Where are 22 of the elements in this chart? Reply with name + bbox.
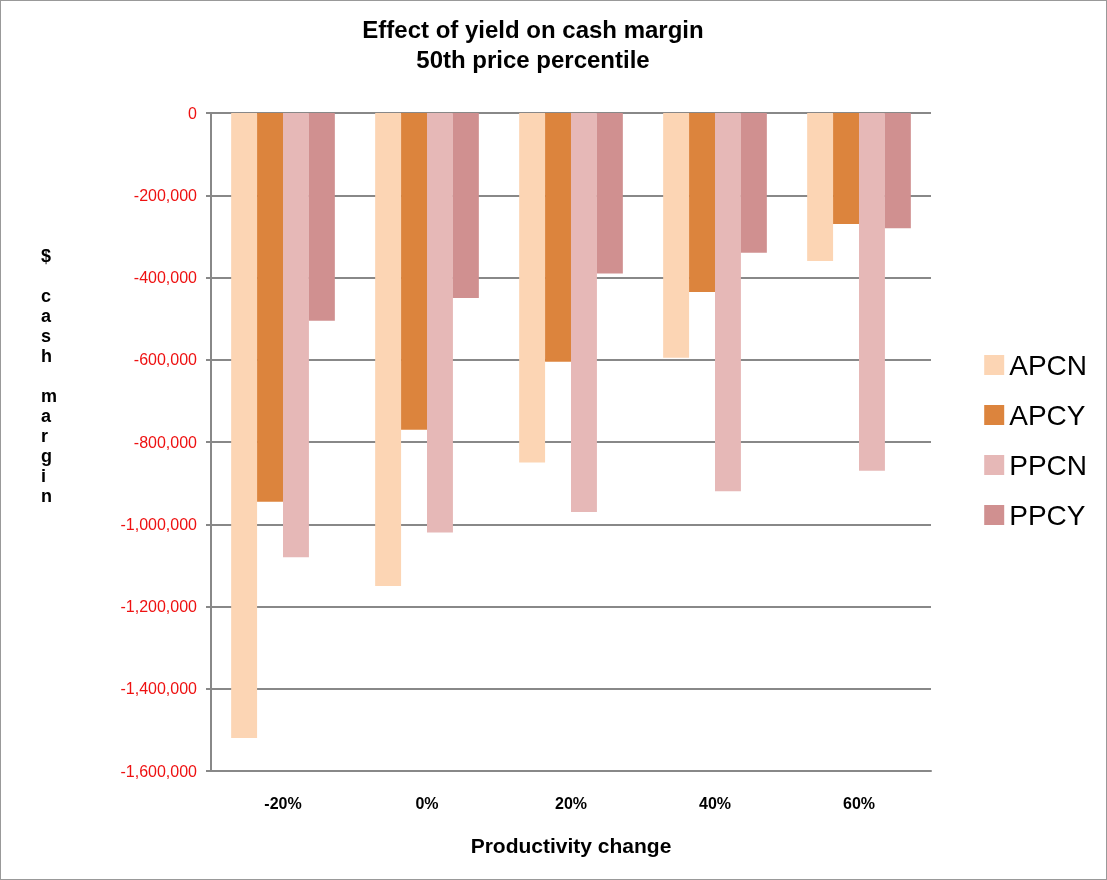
legend-label: PPCN <box>1009 449 1087 481</box>
y-tick-label: -1,600,000 <box>120 762 198 780</box>
x-tick-label: 0% <box>415 794 439 812</box>
x-tick-label: -20% <box>264 794 302 812</box>
chart-title: Effect of yield on cash margin <box>362 15 704 43</box>
text: $ cash margin <box>41 246 58 506</box>
chart-subtitle: 50th price percentile <box>416 45 650 73</box>
x-tick-label: 40% <box>698 794 732 812</box>
y-tick-label: -600,000 <box>133 351 198 369</box>
legend-label: PPCY <box>1009 499 1086 531</box>
legend-label: APCY <box>1009 399 1086 431</box>
y-tick-label: -1,000,000 <box>120 515 198 533</box>
y-tick-label: -800,000 <box>133 433 198 451</box>
y-tick-label: 0 <box>188 104 198 122</box>
x-axis-title: Productivity change <box>470 834 672 857</box>
y-tick-label: -1,400,000 <box>120 680 198 698</box>
y-tick-label: -400,000 <box>133 269 198 286</box>
y-tick-label: -1,200,000 <box>120 598 198 615</box>
y-tick-label: -200,000 <box>133 186 198 204</box>
legend-label: APCN <box>1009 349 1087 381</box>
x-tick-label: 20% <box>554 794 588 812</box>
x-tick-label: 60% <box>842 794 876 812</box>
